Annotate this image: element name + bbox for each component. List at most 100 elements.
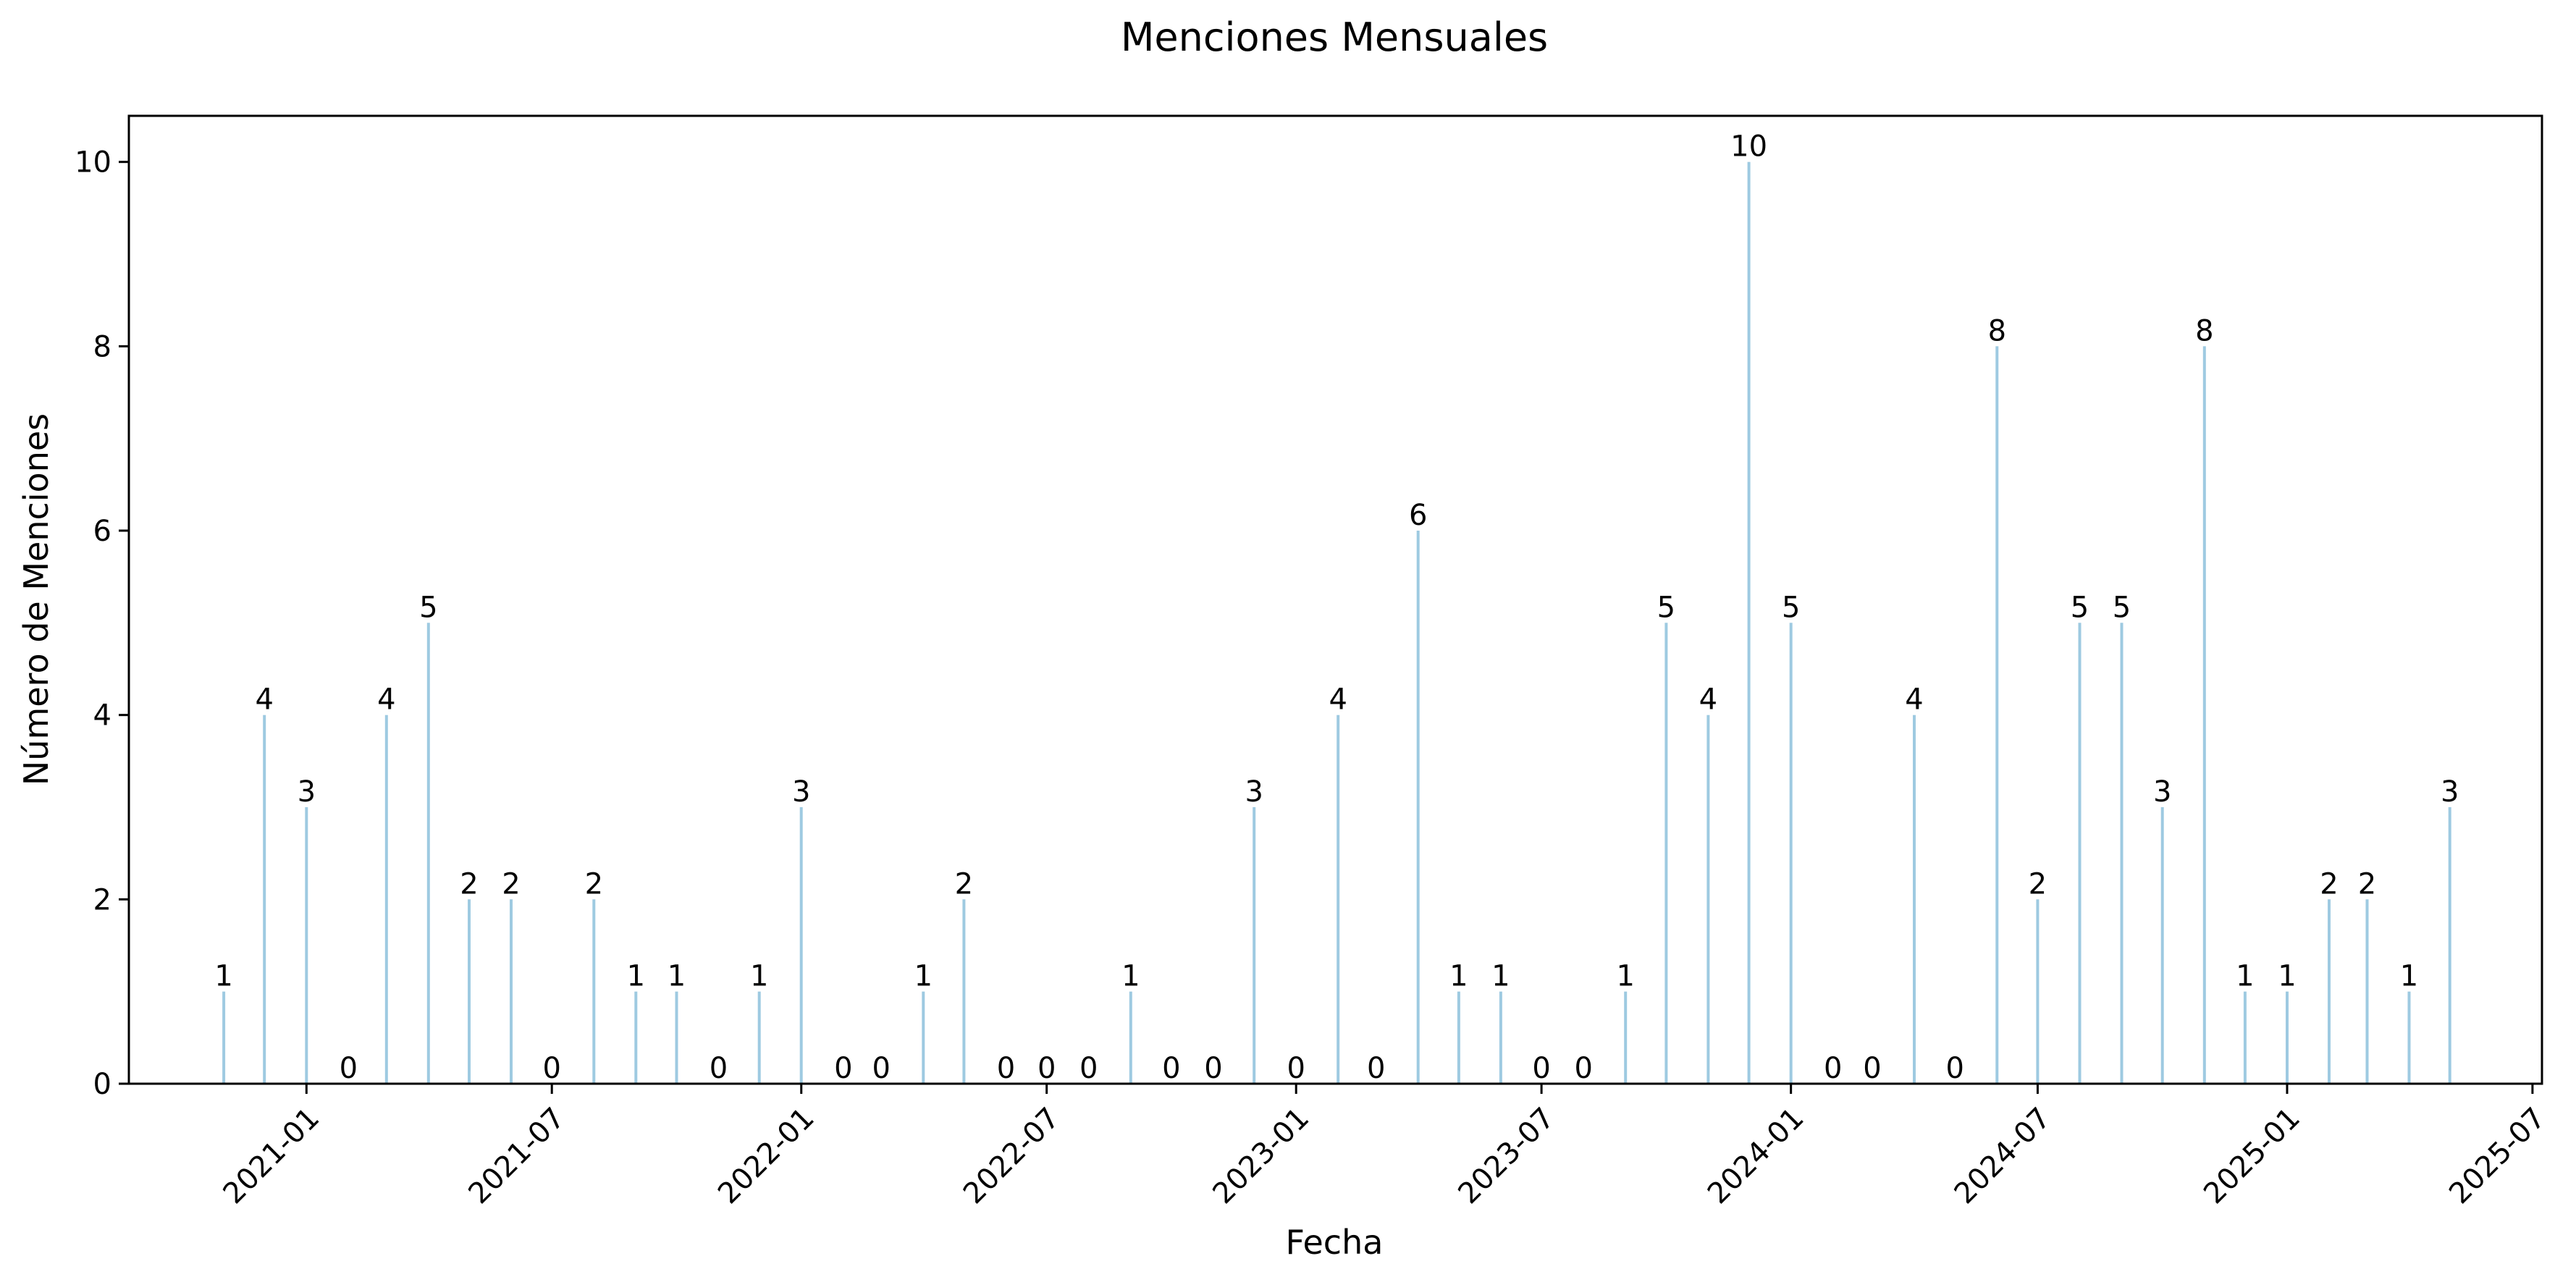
data-label: 1 [627,960,645,993]
y-tick-label: 10 [75,146,111,180]
data-label: 0 [1945,1052,1963,1085]
bar [510,899,513,1084]
data-label: 2 [2358,867,2376,901]
bar [962,899,966,1084]
data-label: 1 [2236,960,2254,993]
data-label: 0 [872,1052,890,1085]
data-label: 0 [1863,1052,1881,1085]
bar [1337,715,1340,1084]
data-label: 2 [2320,867,2338,901]
data-label: 0 [1574,1052,1592,1085]
bar [2328,899,2331,1084]
bar [1457,991,1460,1084]
bar [2120,623,2123,1084]
y-tick-label: 8 [93,330,111,363]
data-label: 4 [255,683,273,717]
data-label: 1 [914,960,933,993]
data-label: 1 [668,960,686,993]
data-label: 1 [1121,960,1140,993]
data-label: 0 [1367,1052,1385,1085]
bar [634,991,638,1084]
data-label: 0 [1079,1052,1098,1085]
bar [2365,899,2369,1084]
data-label: 5 [2113,591,2131,624]
data-label: 2 [585,867,603,901]
data-label: 0 [710,1052,728,1085]
data-label: 5 [1782,591,1800,624]
data-label: 3 [2441,775,2459,809]
data-label: 4 [1329,683,1347,717]
data-label: 0 [1162,1052,1180,1085]
data-label: 5 [1657,591,1675,624]
data-label: 3 [1245,775,1263,809]
bar [1253,807,1256,1084]
data-label: 0 [1287,1052,1305,1085]
data-label: 5 [419,591,437,624]
data-label: 3 [2153,775,2171,809]
data-label: 2 [955,867,973,901]
bar [799,807,803,1084]
data-label: 3 [298,775,316,809]
data-label: 0 [997,1052,1015,1085]
data-label: 0 [1037,1052,1056,1085]
data-label: 4 [1699,683,1717,717]
bar [2036,899,2040,1084]
bar [2448,807,2451,1084]
data-label: 1 [750,960,768,993]
data-label: 2 [2029,867,2047,901]
bar [1913,715,1916,1084]
data-label: 0 [1204,1052,1222,1085]
bar [675,991,678,1084]
bar [1624,991,1628,1084]
y-axis-label: Número de Menciones [17,413,56,785]
bar [2286,991,2289,1084]
data-label: 6 [1409,499,1427,532]
bar [2160,807,2164,1084]
bar [468,899,471,1084]
bar [2078,623,2082,1084]
data-label: 0 [834,1052,852,1085]
data-label: 1 [1491,960,1510,993]
data-label: 3 [792,775,810,809]
chart-title: Menciones Mensuales [1121,14,1548,60]
data-label: 0 [1824,1052,1842,1085]
data-label: 1 [214,960,232,993]
bar [757,991,761,1084]
bar [1499,991,1502,1084]
bar [426,623,430,1084]
data-label: 1 [1616,960,1634,993]
bar [1747,161,1751,1084]
bar [922,991,925,1084]
x-axis-label: Fecha [1286,1223,1384,1262]
y-axis: 0 2 4 6 8 10 [75,146,129,1101]
y-tick-label: 2 [93,883,111,916]
data-label: 8 [1988,314,2006,347]
plot-frame [127,114,2543,1085]
bars-group [222,161,2451,1084]
bar [2202,346,2206,1084]
bar [1664,623,1668,1084]
bar [1706,715,1710,1084]
data-label: 8 [2195,314,2213,347]
bar [592,899,596,1084]
bar [263,715,266,1084]
bar [1129,991,1132,1084]
bar [2407,991,2411,1084]
bar [1789,623,1793,1084]
data-label: 1 [1449,960,1468,993]
data-label: 1 [2278,960,2296,993]
data-label: 4 [377,683,395,717]
bar [384,715,388,1084]
bar [1995,346,1999,1084]
y-tick-label: 6 [93,515,111,548]
bar [2243,991,2247,1084]
y-tick-label: 4 [93,699,111,733]
data-label: 0 [542,1052,560,1085]
bar [305,807,308,1084]
data-label: 5 [2071,591,2089,624]
bar [1416,531,1420,1084]
data-label: 0 [340,1052,358,1085]
